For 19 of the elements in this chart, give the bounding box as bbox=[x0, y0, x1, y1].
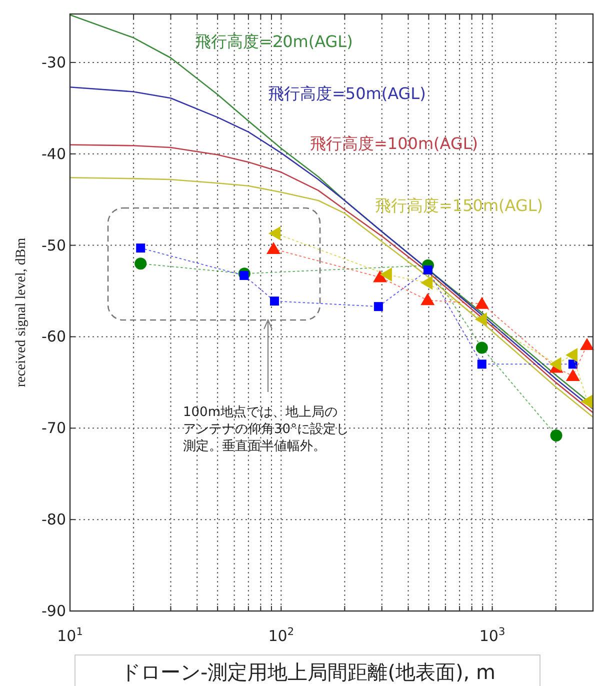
annotation: 測定。垂直面半値幅外。 bbox=[183, 439, 326, 454]
y-tick-label: -50 bbox=[42, 236, 66, 254]
x-tick-label: 10$^{1}$ bbox=[57, 626, 83, 645]
y-tick-label: -30 bbox=[42, 53, 66, 72]
x-tick-label: 10$^{2}$ bbox=[268, 626, 294, 645]
x-tick-label: 10$^{3}$ bbox=[479, 626, 506, 645]
series-label: 飛行高度=100m(AGL) bbox=[310, 134, 478, 153]
y-tick-label: -70 bbox=[42, 419, 66, 438]
x-axis-title: ドローン-測定用地上局間距離(地表面), m bbox=[120, 660, 496, 684]
series-label: 飛行高度=150m(AGL) bbox=[375, 196, 543, 215]
series-label: 飛行高度=20m(AGL) bbox=[195, 32, 353, 51]
y-tick-label: -60 bbox=[42, 328, 66, 346]
y-axis-title: received signal level, dBm bbox=[14, 238, 29, 388]
text: 飛行高度=50m(AGL) bbox=[268, 84, 426, 103]
y-tick-label: -40 bbox=[42, 144, 66, 163]
annotation: 100m地点では、地上局の bbox=[183, 405, 338, 420]
annotation: アンテナの仰角30°に設定し bbox=[183, 422, 350, 437]
y-tick-label: -80 bbox=[42, 510, 66, 529]
y-tick-label: -90 bbox=[42, 602, 66, 620]
